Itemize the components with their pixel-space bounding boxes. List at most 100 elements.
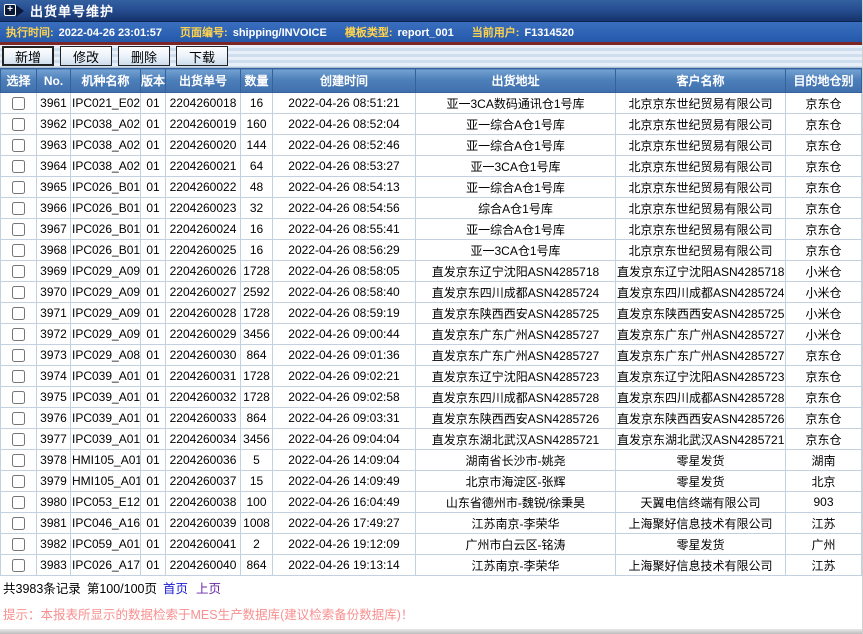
version: 01 xyxy=(140,197,166,219)
row-checkbox[interactable] xyxy=(12,181,25,195)
customer-name: 直发京东陕西西安ASN4285726 xyxy=(615,407,786,429)
row-checkbox[interactable] xyxy=(12,370,25,384)
version: 01 xyxy=(140,533,166,555)
delete-button[interactable]: 删除 xyxy=(118,46,170,66)
row-checkbox[interactable] xyxy=(12,223,25,237)
table-row: 3970 IPC029_A09 01 2204260027 2592 2022-04-26… xyxy=(0,281,862,303)
row-checkbox[interactable] xyxy=(12,202,25,216)
order-no: 2204260026 xyxy=(165,260,241,282)
quantity: 100 xyxy=(240,491,273,513)
customer-name: 北京京东世纪贸易有限公司 xyxy=(615,218,786,240)
ship-address: 直发京东辽宁沈阳ASN4285718 xyxy=(415,260,616,282)
add-button[interactable]: 新增 xyxy=(2,46,54,66)
model-name: IPC039_A01 xyxy=(70,407,141,429)
dest-warehouse: 903 xyxy=(785,491,862,513)
ship-address: 亚一综合A仓1号库 xyxy=(415,176,616,198)
expand-icon[interactable]: + xyxy=(4,3,24,18)
quantity: 1728 xyxy=(240,365,273,387)
row-checkbox[interactable] xyxy=(12,475,25,489)
dest-warehouse: 京东仓 xyxy=(785,407,862,429)
select-cell xyxy=(0,344,37,366)
row-checkbox[interactable] xyxy=(12,454,25,468)
order-no: 2204260031 xyxy=(165,365,241,387)
row-checkbox[interactable] xyxy=(12,517,25,531)
row-checkbox[interactable] xyxy=(12,328,25,342)
first-page-link[interactable]: 首页 xyxy=(163,581,189,596)
dest-warehouse: 小米仓 xyxy=(785,281,862,303)
column-header-7: 出货地址 xyxy=(415,68,616,93)
row-checkbox[interactable] xyxy=(12,412,25,426)
row-checkbox[interactable] xyxy=(12,391,25,405)
table-row: 3978 HMI105_A01 01 2204260036 5 2022-04-26 14… xyxy=(0,449,862,471)
version: 01 xyxy=(140,554,166,576)
ship-address: 亚一3CA仓1号库 xyxy=(415,155,616,177)
quantity: 144 xyxy=(240,134,273,156)
ship-address: 直发京东四川成都ASN4285728 xyxy=(415,386,616,408)
customer-name: 直发京东陕西西安ASN4285725 xyxy=(615,302,786,324)
row-no: 3973 xyxy=(36,344,71,366)
quantity: 15 xyxy=(240,470,273,492)
dest-warehouse: 京东仓 xyxy=(785,134,862,156)
select-cell xyxy=(0,218,37,240)
order-no: 2204260037 xyxy=(165,470,241,492)
row-no: 3981 xyxy=(36,512,71,534)
model-name: IPC039_A01 xyxy=(70,365,141,387)
customer-name: 零星发货 xyxy=(615,470,786,492)
model-name: IPC026_A17 xyxy=(70,554,141,576)
row-checkbox[interactable] xyxy=(12,97,25,111)
created-time: 2022-04-26 16:04:49 xyxy=(272,491,416,513)
version: 01 xyxy=(140,407,166,429)
version: 01 xyxy=(140,176,166,198)
row-checkbox[interactable] xyxy=(12,244,25,258)
info-value: shipping/INVOICE xyxy=(232,27,327,39)
pagination-bar: 共3983条记录 第100/100页 首页 上页 xyxy=(0,578,862,596)
prev-page-link[interactable]: 上页 xyxy=(196,581,222,596)
ship-address: 江苏南京-李荣华 xyxy=(415,512,616,534)
select-cell xyxy=(0,407,37,429)
ship-address: 广州市白云区-铭涛 xyxy=(415,533,616,555)
order-no: 2204260041 xyxy=(165,533,241,555)
customer-name: 直发京东广东广州ASN4285727 xyxy=(615,323,786,345)
created-time: 2022-04-26 09:00:44 xyxy=(272,323,416,345)
download-button[interactable]: 下载 xyxy=(176,46,228,66)
select-cell xyxy=(0,260,37,282)
customer-name: 直发京东湖北武汉ASN4285721 xyxy=(615,428,786,450)
modify-button[interactable]: 修改 xyxy=(60,46,112,66)
row-checkbox[interactable] xyxy=(12,139,25,153)
row-checkbox[interactable] xyxy=(12,349,25,363)
model-name: IPC053_E12 xyxy=(70,491,141,513)
row-checkbox[interactable] xyxy=(12,265,25,279)
customer-name: 直发京东辽宁沈阳ASN4285718 xyxy=(615,260,786,282)
created-time: 2022-04-26 08:58:05 xyxy=(272,260,416,282)
info-label: 执行时间: xyxy=(6,27,54,39)
ship-address: 直发京东辽宁沈阳ASN4285723 xyxy=(415,365,616,387)
row-checkbox[interactable] xyxy=(12,286,25,300)
dest-warehouse: 江苏 xyxy=(785,512,862,534)
order-no: 2204260036 xyxy=(165,449,241,471)
ship-address: 亚一3CA数码通讯仓1号库 xyxy=(415,92,616,114)
version: 01 xyxy=(140,302,166,324)
dest-warehouse: 京东仓 xyxy=(785,365,862,387)
ship-address: 直发京东陕西西安ASN4285725 xyxy=(415,302,616,324)
model-name: IPC029_A09 xyxy=(70,302,141,324)
row-no: 3977 xyxy=(36,428,71,450)
model-name: IPC038_A02 xyxy=(70,155,141,177)
dest-warehouse: 京东仓 xyxy=(785,344,862,366)
quantity: 48 xyxy=(240,176,273,198)
table-header: 选择 No. 机种名称 版本 出货单号 数量 创建时间 出货地址 客户名称 目的地仓别 xyxy=(0,68,862,93)
row-checkbox[interactable] xyxy=(12,160,25,174)
customer-name: 北京京东世纪贸易有限公司 xyxy=(615,155,786,177)
row-checkbox[interactable] xyxy=(12,559,25,573)
quantity: 16 xyxy=(240,239,273,261)
row-checkbox[interactable] xyxy=(12,538,25,552)
order-no: 2204260020 xyxy=(165,134,241,156)
dest-warehouse: 京东仓 xyxy=(785,155,862,177)
customer-name: 北京京东世纪贸易有限公司 xyxy=(615,134,786,156)
row-checkbox[interactable] xyxy=(12,118,25,132)
version: 01 xyxy=(140,239,166,261)
row-checkbox[interactable] xyxy=(12,496,25,510)
row-checkbox[interactable] xyxy=(12,307,25,321)
row-checkbox[interactable] xyxy=(12,433,25,447)
quantity: 16 xyxy=(240,218,273,240)
order-no: 2204260038 xyxy=(165,491,241,513)
